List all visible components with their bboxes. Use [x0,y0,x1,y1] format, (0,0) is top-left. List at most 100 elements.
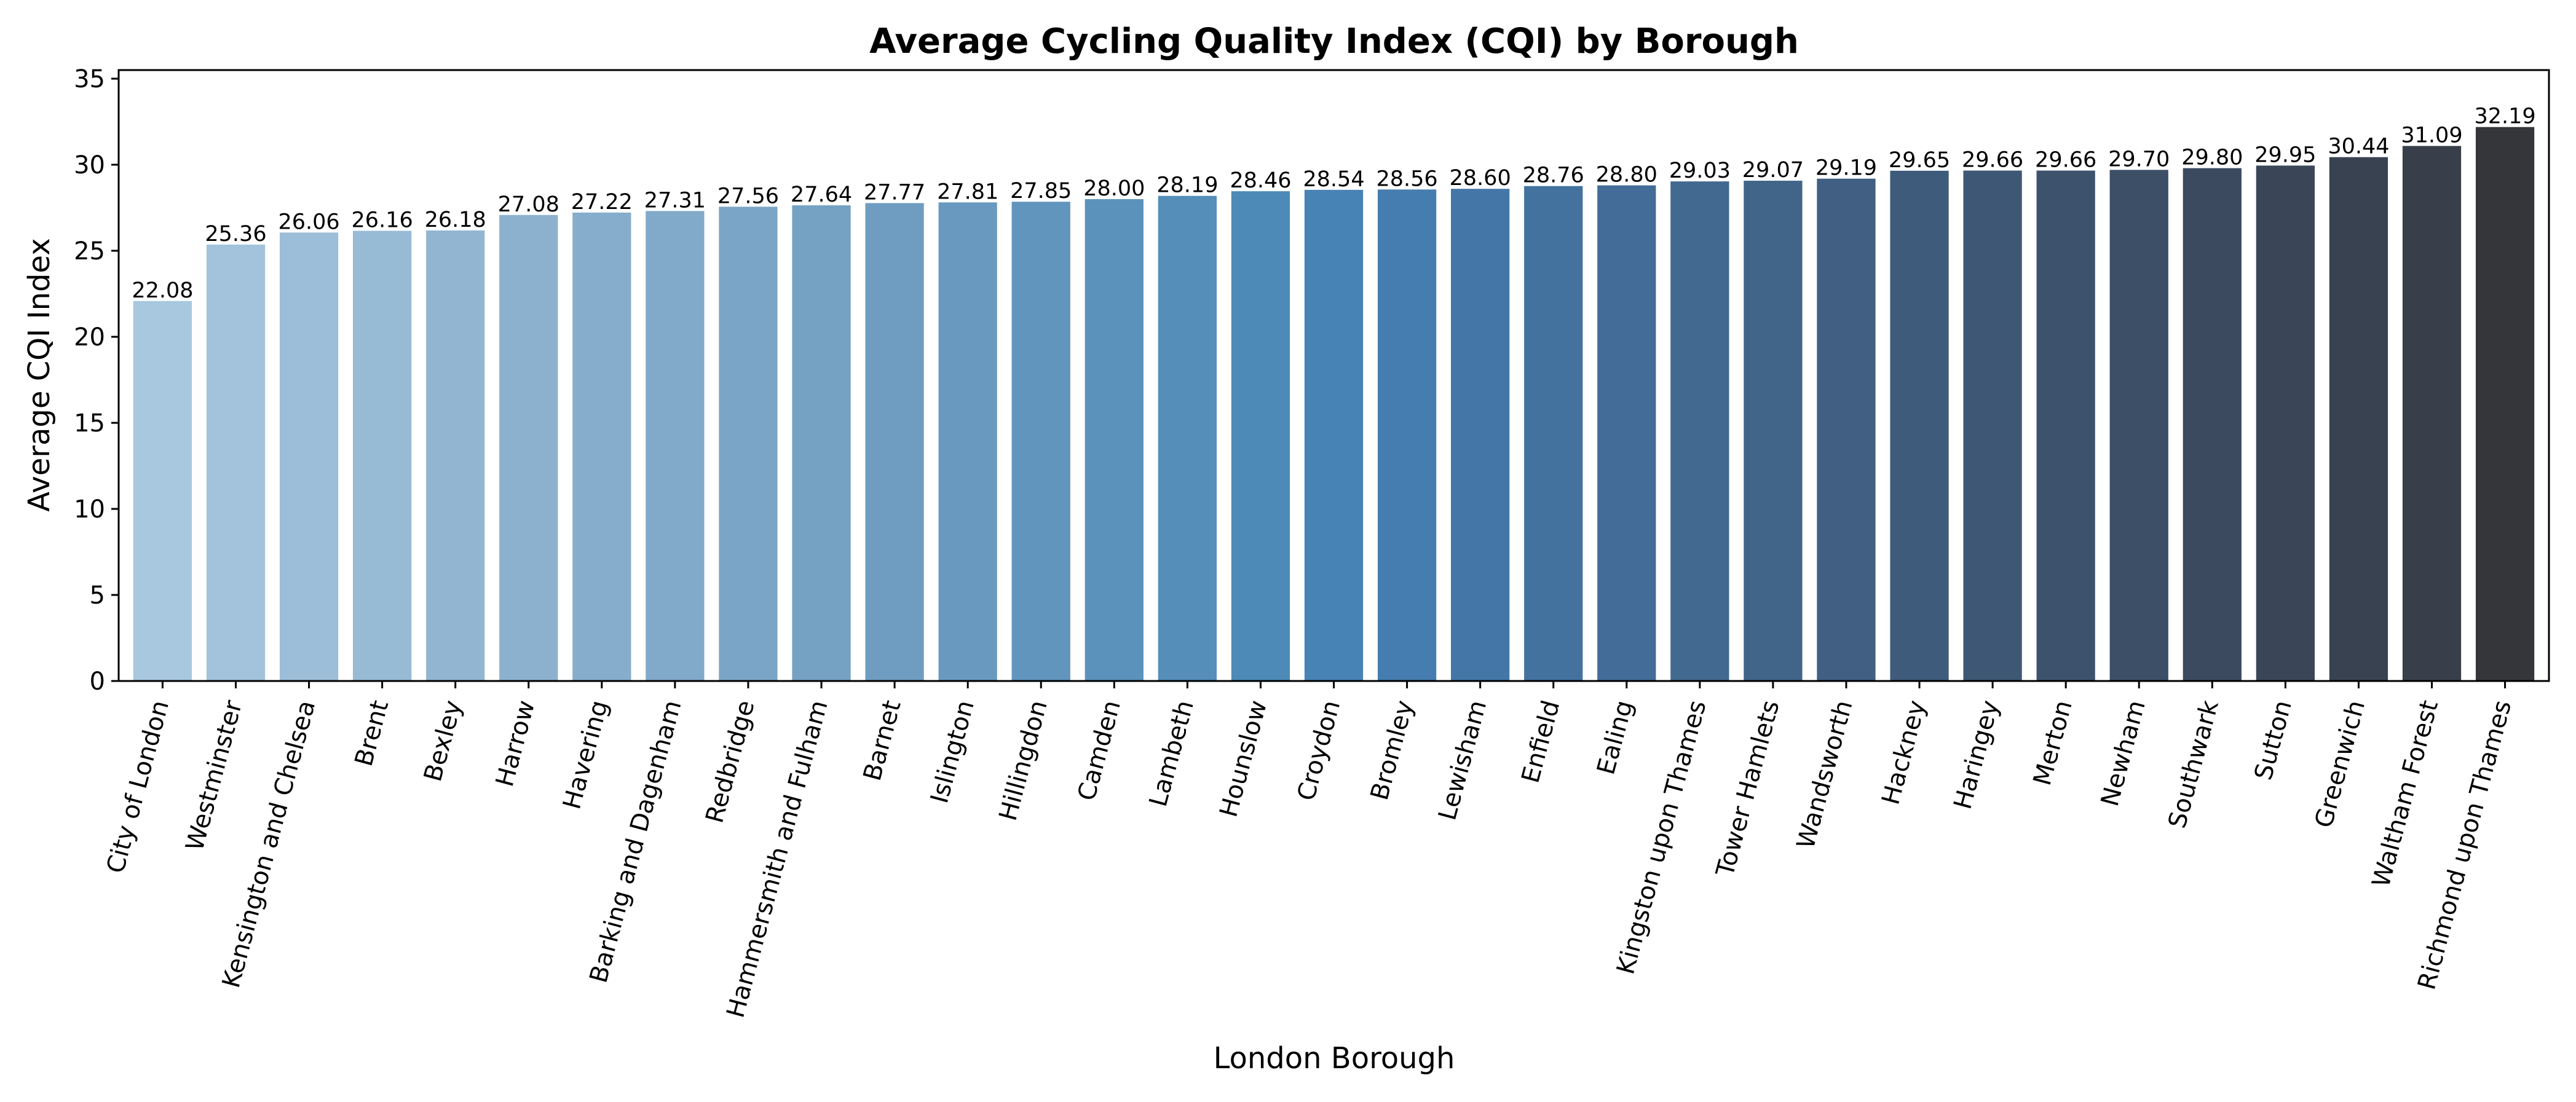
bar-32 [2475,127,2535,681]
value-label-6: 27.22 [571,190,633,214]
bar-18 [1451,189,1510,681]
value-label-5: 27.08 [498,192,559,217]
bar-31 [2402,146,2462,682]
x-tick-label-20: Ealing [1592,698,1638,777]
value-label-1: 25.36 [205,222,266,246]
bar-24 [1890,170,1949,681]
bar-29 [2256,165,2315,681]
x-tick-label-12: Hillingdon [994,698,1053,824]
value-label-0: 22.08 [132,278,193,303]
value-label-7: 27.31 [644,188,706,213]
x-tick-label-5: Harrow [491,698,540,790]
x-tick-label-29: Sutton [2249,698,2297,783]
bar-22 [1744,181,1803,681]
value-label-16: 28.54 [1303,167,1364,192]
value-label-11: 27.81 [937,179,998,204]
value-label-17: 28.56 [1376,167,1437,191]
bar-6 [572,212,631,682]
bar-16 [1304,189,1364,681]
bar-26 [2036,170,2095,681]
x-tick-label-8: Redbridge [700,698,760,826]
value-labels-layer: 22.08 25.36 26.06 26.16 26.18 27.08 27.22 27.31… [132,104,2535,303]
x-tick-label-19: Enfield [1516,698,1565,786]
value-label-27: 29.70 [2108,147,2170,171]
x-tick-label-11: Islington [925,698,980,806]
x-tick-label-16: Croydon [1292,698,1346,804]
bar-9 [792,205,851,682]
x-tick-label-28: Southwark [2163,697,2224,832]
value-label-3: 26.16 [352,208,413,233]
x-tick-label-13: Camden [1072,698,1126,804]
x-tick-label-6: Havering [558,698,614,813]
value-label-32: 32.19 [2474,104,2535,129]
x-tick-label-14: Lambeth [1144,698,1199,810]
bar-3 [353,230,412,681]
value-label-31: 31.09 [2401,123,2462,148]
value-label-26: 29.66 [2035,148,2096,173]
chart-title: Average Cycling Quality Index (CQI) by B… [869,22,1799,61]
x-tick-label-22: Tower Hamlets [1711,698,1785,880]
bar-11 [938,202,997,681]
plot-frame [117,69,2550,682]
value-label-12: 27.85 [1010,179,1072,203]
bar-1 [206,244,266,681]
value-label-29: 29.95 [2254,143,2316,167]
y-tick-label-2: 10 [74,495,105,524]
value-label-21: 29.03 [1669,159,1731,183]
bar-28 [2183,168,2242,682]
bar-27 [2109,170,2168,681]
bar-5 [499,214,558,681]
bar-15 [1231,191,1290,681]
x-tick-label-31: Waltham Forest [2367,698,2444,891]
y-axis: 0 5 10 15 20 25 30 35 [74,65,119,696]
value-label-8: 27.56 [717,184,779,208]
x-tick-label-17: Bromley [1365,698,1419,803]
bar-21 [1670,181,1729,681]
value-label-24: 29.65 [1889,148,1950,173]
value-label-14: 28.19 [1156,173,1218,198]
bar-23 [1817,178,1876,681]
bar-12 [1011,202,1070,681]
y-tick-label-5: 25 [74,237,105,266]
x-tick-label-3: Brent [350,698,395,769]
x-axis-label: London Borough [1214,1041,1455,1076]
bar-14 [1158,195,1217,681]
value-label-25: 29.66 [1962,148,2023,173]
bar-19 [1524,186,1583,682]
bar-4 [426,230,485,682]
y-tick-label-7: 35 [74,65,105,93]
value-label-4: 26.18 [425,208,486,232]
value-label-18: 28.60 [1450,166,1511,191]
y-tick-label-4: 20 [74,323,105,352]
y-tick-label-3: 15 [74,409,105,438]
x-tick-label-27: Newham [2096,698,2151,809]
y-tick-label-1: 5 [90,581,105,610]
value-label-23: 29.19 [1815,156,1877,181]
bar-17 [1377,189,1437,681]
bar-7 [646,211,705,681]
value-label-20: 28.80 [1596,163,1657,187]
x-tick-label-10: Barnet [858,698,907,784]
bar-10 [865,203,924,681]
value-label-28: 29.80 [2181,146,2243,170]
value-label-30: 30.44 [2328,135,2389,159]
bar-8 [719,207,778,681]
bar-2 [279,232,339,681]
bar-0 [133,301,192,681]
value-label-9: 27.64 [791,183,852,207]
x-tick-label-15: Hounslow [1214,698,1273,821]
bar-13 [1085,199,1144,681]
value-label-13: 28.00 [1083,176,1145,201]
bar-30 [2329,157,2388,681]
bar-20 [1597,185,1656,682]
x-tick-label-1: Westminster [181,697,248,854]
value-label-15: 28.46 [1230,168,1291,193]
x-tick-label-18: Lewisham [1433,698,1492,824]
value-label-19: 28.76 [1523,163,1584,188]
y-axis-label: Average CQI Index [22,238,57,511]
value-label-2: 26.06 [278,210,339,234]
y-tick-label-6: 30 [74,151,105,179]
